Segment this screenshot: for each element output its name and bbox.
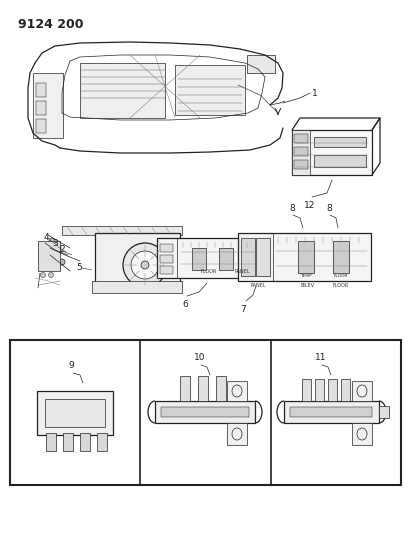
Circle shape <box>131 251 159 279</box>
Bar <box>160 255 173 263</box>
Bar <box>36 101 46 115</box>
Bar <box>80 63 165 118</box>
Bar <box>97 433 107 451</box>
Text: 7: 7 <box>240 305 246 314</box>
Text: 4: 4 <box>43 232 49 241</box>
Bar <box>341 379 350 401</box>
Text: 6: 6 <box>182 300 188 309</box>
Bar <box>46 433 56 451</box>
Bar <box>192 248 206 270</box>
Bar <box>92 281 182 293</box>
Circle shape <box>123 243 167 287</box>
Bar <box>315 379 324 401</box>
Bar <box>294 134 308 143</box>
Text: 5: 5 <box>76 263 82 272</box>
Bar <box>328 379 337 401</box>
Bar <box>80 433 90 451</box>
Text: TEMP: TEMP <box>300 274 312 278</box>
Circle shape <box>49 238 55 244</box>
Bar <box>62 226 182 235</box>
Bar <box>10 340 401 485</box>
Bar <box>63 433 73 451</box>
Text: 1: 1 <box>312 88 318 98</box>
Bar <box>227 381 247 401</box>
Bar <box>352 423 372 445</box>
Bar <box>95 233 180 283</box>
Bar <box>292 130 372 175</box>
Bar <box>216 376 226 401</box>
Bar <box>155 401 255 423</box>
Text: FLOOR: FLOOR <box>333 283 349 288</box>
Bar <box>198 376 208 401</box>
Bar <box>175 65 245 115</box>
Text: PANEL: PANEL <box>250 283 266 288</box>
Text: 2: 2 <box>59 245 65 254</box>
Bar <box>238 233 371 281</box>
Bar <box>36 119 46 133</box>
Bar <box>314 155 366 167</box>
Bar <box>379 406 389 418</box>
Bar <box>247 55 275 73</box>
Text: 10: 10 <box>194 353 206 362</box>
Text: 8: 8 <box>326 204 332 213</box>
Text: 9124 200: 9124 200 <box>18 18 83 31</box>
Circle shape <box>41 272 46 278</box>
Bar <box>294 160 308 169</box>
Bar <box>302 379 311 401</box>
Bar <box>227 423 247 445</box>
Bar <box>292 130 310 175</box>
Text: 11: 11 <box>315 353 327 362</box>
Bar <box>290 407 372 417</box>
Bar <box>160 244 173 252</box>
Text: BILEV: BILEV <box>301 283 315 288</box>
Bar <box>294 147 308 156</box>
Bar <box>219 248 233 270</box>
Bar <box>45 399 105 427</box>
Bar <box>36 83 46 97</box>
Circle shape <box>141 261 149 269</box>
Bar <box>241 238 255 276</box>
Bar <box>352 381 372 401</box>
Bar <box>298 241 314 273</box>
Bar <box>160 266 173 274</box>
Circle shape <box>59 259 65 265</box>
Bar <box>33 73 63 138</box>
Bar <box>37 391 113 435</box>
Text: 8: 8 <box>289 204 295 213</box>
Bar <box>256 238 270 276</box>
Text: 9: 9 <box>68 361 74 370</box>
Text: FLOOR: FLOOR <box>334 274 348 278</box>
Text: FLOOR: FLOOR <box>201 269 217 274</box>
Bar <box>161 407 249 417</box>
Text: PANEL: PANEL <box>234 269 250 274</box>
Circle shape <box>55 245 61 251</box>
Circle shape <box>48 272 53 278</box>
Bar <box>38 241 60 271</box>
Text: 3: 3 <box>52 239 58 248</box>
Text: 12: 12 <box>304 201 316 210</box>
Bar <box>314 137 366 147</box>
Circle shape <box>52 252 58 258</box>
Bar <box>284 401 379 423</box>
Bar <box>157 238 260 278</box>
Bar <box>180 376 190 401</box>
Bar <box>333 241 349 273</box>
